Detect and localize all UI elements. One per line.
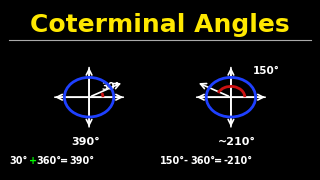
Text: -210°: -210° bbox=[223, 156, 252, 166]
Text: 360°: 360° bbox=[191, 156, 216, 166]
Text: -: - bbox=[183, 156, 187, 166]
Text: 390°: 390° bbox=[69, 156, 94, 166]
Text: 150°: 150° bbox=[252, 66, 279, 76]
Text: 30°: 30° bbox=[101, 82, 120, 92]
Text: +: + bbox=[29, 156, 37, 166]
Text: 390°: 390° bbox=[72, 137, 100, 147]
Text: 150°: 150° bbox=[160, 156, 185, 166]
Text: Coterminal Angles: Coterminal Angles bbox=[30, 13, 290, 37]
Text: 30°: 30° bbox=[9, 156, 27, 166]
Text: 360°: 360° bbox=[37, 156, 62, 166]
Text: =: = bbox=[60, 156, 68, 166]
Text: =: = bbox=[214, 156, 222, 166]
Text: ~210°: ~210° bbox=[218, 137, 256, 147]
